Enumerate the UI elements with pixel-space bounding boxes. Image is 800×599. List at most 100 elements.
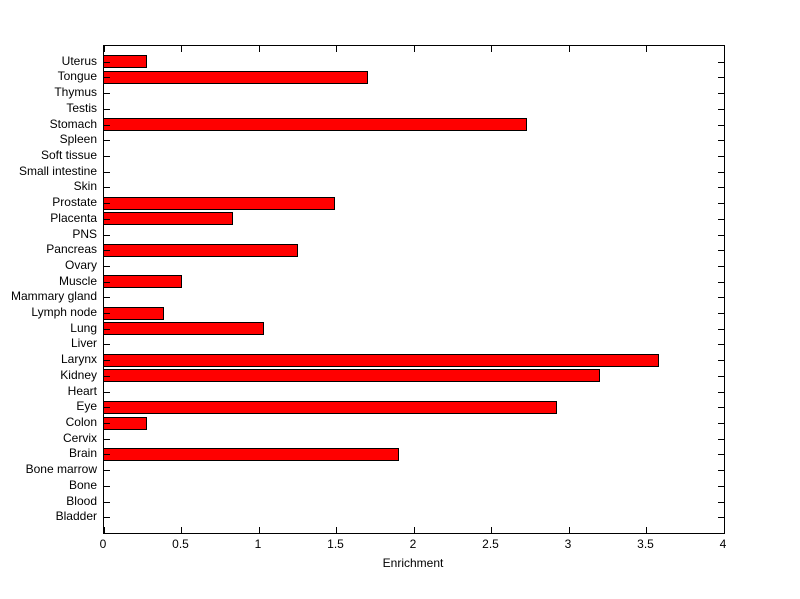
x-tick-label-3: 3	[564, 537, 572, 551]
y-tick-right-lung	[718, 328, 724, 330]
bar-stomach	[104, 118, 528, 132]
y-category-label-uterus: Uterus	[61, 53, 97, 68]
y-category-label-pns: PNS	[72, 226, 97, 241]
y-category-label-thymus: Thymus	[54, 85, 97, 100]
y-tick-right-small-intestine	[718, 171, 724, 173]
y-tick-right-thymus	[718, 93, 724, 95]
x-tick-label-0: 0	[99, 537, 107, 551]
y-category-label-stomach: Stomach	[49, 116, 97, 131]
y-tick-left-tongue	[104, 77, 110, 79]
y-tick-left-colon	[104, 423, 110, 425]
y-category-label-soft-tissue: Soft tissue	[40, 147, 97, 162]
y-category-label-small-intestine: Small intestine	[18, 163, 97, 178]
x-tick-bottom-2.5	[491, 527, 492, 533]
x-tick-bottom-0	[103, 527, 105, 533]
x-tick-bottom-3	[568, 527, 570, 533]
y-category-label-muscle: Muscle	[58, 273, 97, 288]
y-tick-left-testis	[104, 108, 110, 110]
y-category-label-spleen: Spleen	[59, 132, 97, 147]
y-category-label-cervix: Cervix	[62, 430, 97, 445]
y-category-label-heart: Heart	[67, 383, 97, 398]
x-tick-top-2.5	[491, 46, 492, 52]
bar-prostate	[104, 196, 335, 210]
y-tick-right-mammary-gland	[718, 297, 724, 299]
y-category-label-placenta: Placenta	[50, 210, 97, 225]
x-tick-top-1.5	[336, 46, 337, 52]
y-tick-right-tongue	[718, 77, 724, 79]
y-tick-left-soft-tissue	[104, 155, 110, 157]
x-tick-top-0	[103, 46, 105, 52]
y-tick-left-prostate	[104, 203, 110, 205]
x-tick-label-3.5: 3.5	[637, 537, 654, 551]
x-tick-label-1: 1	[254, 537, 262, 551]
y-tick-left-ovary	[104, 265, 110, 267]
y-category-label-mammary-gland: Mammary gland	[10, 289, 97, 304]
y-tick-right-heart	[718, 391, 724, 393]
bar-brain	[104, 447, 399, 461]
y-tick-left-brain	[104, 454, 110, 456]
y-category-label-pancreas: Pancreas	[46, 242, 97, 257]
y-tick-left-placenta	[104, 218, 110, 220]
y-tick-right-soft-tissue	[718, 155, 724, 157]
y-tick-right-pancreas	[718, 250, 724, 252]
y-tick-right-muscle	[718, 281, 724, 283]
y-tick-right-lymph-node	[718, 313, 724, 315]
bar-larynx	[104, 353, 659, 367]
y-tick-right-liver	[718, 344, 724, 346]
x-tick-bottom-2	[413, 527, 415, 533]
bar-placenta	[104, 212, 233, 226]
x-tick-label-2.5: 2.5	[482, 537, 499, 551]
x-tick-bottom-3.5	[646, 527, 647, 533]
y-tick-left-bone-marrow	[104, 470, 110, 472]
y-tick-left-liver	[104, 344, 110, 346]
y-category-label-prostate: Prostate	[52, 195, 97, 210]
y-category-label-lung: Lung	[70, 320, 97, 335]
y-tick-left-bone	[104, 485, 110, 487]
y-tick-right-pns	[718, 234, 724, 236]
bar-uterus	[104, 55, 148, 69]
x-tick-label-2: 2	[409, 537, 417, 551]
y-category-label-lymph-node: Lymph node	[31, 305, 97, 320]
y-tick-left-uterus	[104, 61, 110, 63]
y-tick-right-blood	[718, 501, 724, 503]
x-tick-bottom-1	[258, 527, 260, 533]
y-tick-right-colon	[718, 423, 724, 425]
x-tick-label-0.5: 0.5	[172, 537, 189, 551]
y-tick-right-uterus	[718, 61, 724, 63]
y-category-label-larynx: Larynx	[60, 352, 97, 367]
y-tick-left-small-intestine	[104, 171, 110, 173]
bar-colon	[104, 416, 148, 430]
y-tick-right-bladder	[718, 517, 724, 519]
y-tick-left-larynx	[104, 360, 110, 362]
y-tick-right-cervix	[718, 438, 724, 440]
y-tick-left-thymus	[104, 93, 110, 95]
y-category-label-testis: Testis	[66, 100, 97, 115]
y-tick-right-kidney	[718, 375, 724, 377]
y-category-label-colon: Colon	[65, 415, 97, 430]
y-tick-left-skin	[104, 187, 110, 189]
y-tick-left-lung	[104, 328, 110, 330]
y-category-label-ovary: Ovary	[64, 257, 97, 272]
y-tick-right-spleen	[718, 140, 724, 142]
y-tick-left-stomach	[104, 124, 110, 126]
x-tick-top-0.5	[181, 46, 182, 52]
y-tick-left-eye	[104, 407, 110, 409]
y-category-label-tongue: Tongue	[57, 69, 97, 84]
y-tick-right-stomach	[718, 124, 724, 126]
x-tick-top-3.5	[646, 46, 647, 52]
y-category-label-eye: Eye	[76, 399, 97, 414]
y-tick-left-pns	[104, 234, 110, 236]
y-category-label-blood: Blood	[66, 493, 97, 508]
y-category-label-skin: Skin	[73, 179, 97, 194]
y-category-label-bladder: Bladder	[55, 509, 97, 524]
x-tick-top-1	[258, 46, 260, 52]
y-tick-left-pancreas	[104, 250, 110, 252]
y-category-label-kidney: Kidney	[60, 367, 97, 382]
y-tick-right-placenta	[718, 218, 724, 220]
bar-eye	[104, 400, 557, 414]
y-category-label-bone: Bone	[68, 477, 97, 492]
y-tick-left-kidney	[104, 375, 110, 377]
x-tick-label-4: 4	[719, 537, 727, 551]
bar-lung	[104, 322, 264, 336]
y-tick-left-blood	[104, 501, 110, 503]
